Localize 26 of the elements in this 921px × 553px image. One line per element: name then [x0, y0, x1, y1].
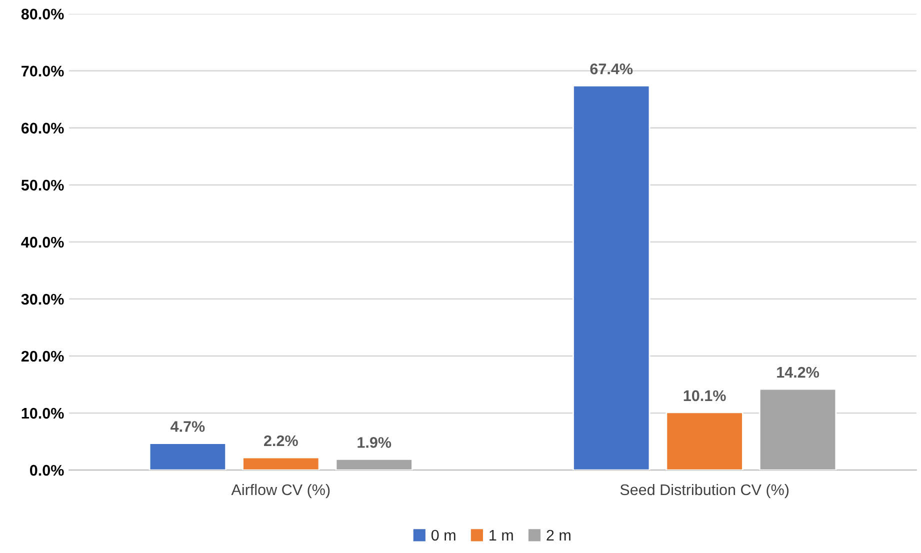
bar	[572, 84, 650, 470]
bar	[335, 458, 413, 470]
legend-label: 2 m	[546, 530, 570, 540]
y-tick-label: 10.0%	[22, 408, 64, 419]
y-tick-label: 80.0%	[21, 8, 64, 20]
data-label: 14.2%	[777, 366, 820, 378]
legend-label: 0 m	[431, 530, 456, 541]
x-tick-label: Airflow CV (%)	[231, 484, 330, 498]
data-label: 1.9%	[358, 437, 392, 448]
y-tick-label: 30.0%	[21, 294, 64, 305]
bar	[148, 442, 227, 470]
data-label: 2.2%	[264, 435, 298, 446]
x-tick-label: Seed Distribution CV (%)	[620, 484, 789, 498]
bar	[666, 412, 744, 470]
bar	[758, 388, 837, 470]
bar	[242, 456, 320, 470]
legend-label: 1 m	[490, 530, 513, 540]
data-label: 10.1%	[684, 390, 726, 402]
data-label: 4.7%	[170, 421, 205, 432]
data-label: 67.4%	[590, 64, 633, 74]
y-tick-label: 70.0%	[22, 66, 64, 77]
y-tick-label: 20.0%	[21, 350, 64, 362]
y-tick-label: 0.0%	[30, 464, 64, 476]
y-tick-label: 40.0%	[21, 236, 64, 248]
y-tick-label: 50.0%	[21, 180, 64, 191]
y-tick-label: 60.0%	[21, 122, 64, 134]
